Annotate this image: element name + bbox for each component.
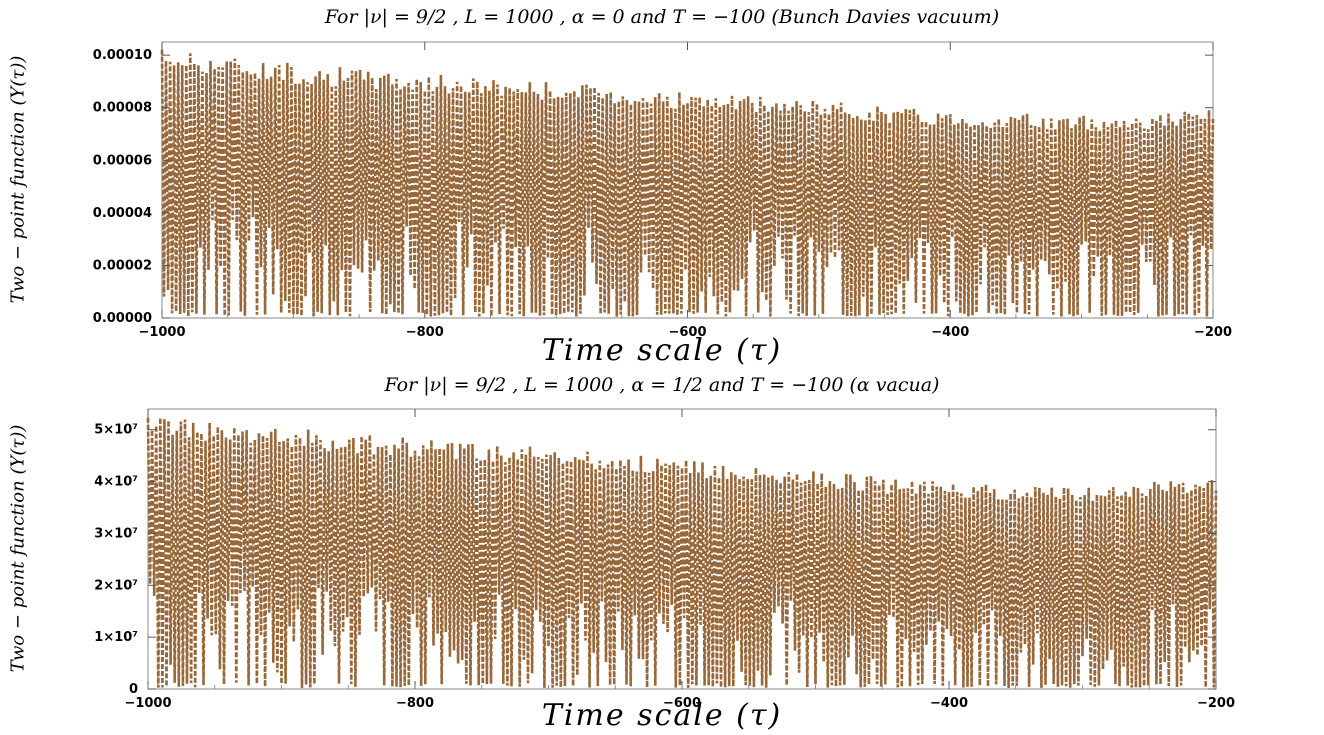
y-tick-label: 5×10⁷ <box>94 423 138 438</box>
top-chart-title: For |ν| = 9/2 , L = 1000 , α = 0 and T =… <box>324 6 1000 28</box>
x-tick-label: −800 <box>396 696 434 711</box>
series-line <box>146 417 1218 689</box>
series-two-point-function <box>160 49 1215 317</box>
top-chart-panel: For |ν| = 9/2 , L = 1000 , α = 0 and T =… <box>7 6 1233 368</box>
y-tick-label: 0 <box>129 682 138 697</box>
x-tick-label: −1000 <box>124 696 171 711</box>
y-tick-label: 2×10⁷ <box>94 578 138 593</box>
y-tick-label: 4×10⁷ <box>94 475 138 490</box>
x-tick-label: −200 <box>1197 696 1235 711</box>
y-tick-label: 0.00004 <box>93 206 152 221</box>
y-tick-label: 0.00006 <box>93 153 152 168</box>
series-two-point-function <box>146 417 1218 689</box>
y-tick-label: 0.00008 <box>93 101 152 116</box>
top-chart-y-axis-label: Two − point function (Y(τ)) <box>7 55 29 304</box>
bottom-chart-title: For |ν| = 9/2 , L = 1000 , α = 1/2 and T… <box>384 374 940 396</box>
top-chart-plot: −1000 −800 −600 −400 −200 0.00000 0.00002 0.000… <box>93 41 1232 340</box>
top-chart-x-axis-label: Time scale (τ) <box>541 333 783 368</box>
bottom-chart-x-axis-label: Time scale (τ) <box>541 698 783 733</box>
x-tick-label: −1000 <box>138 325 185 340</box>
y-tick-label: 0.00002 <box>93 258 152 273</box>
x-tick-label: −600 <box>668 325 706 340</box>
x-tick-label: −800 <box>406 325 444 340</box>
y-tick-label: 3×10⁷ <box>94 526 138 541</box>
y-tick-label: 0.00000 <box>93 311 152 326</box>
bottom-chart-plot: −1000 −800 −600 −400 −200 0 1×10⁷ 2×10⁷ 3×10⁷ 4×1… <box>94 408 1235 711</box>
x-tick-label: −400 <box>931 325 969 340</box>
y-tick-label: 1×10⁷ <box>94 630 138 645</box>
x-tick-label: −200 <box>1194 325 1232 340</box>
x-tick-label: −400 <box>930 696 968 711</box>
bottom-chart-panel: For |ν| = 9/2 , L = 1000 , α = 1/2 and T… <box>0 368 1324 735</box>
y-tick-label: 0.00010 <box>93 48 152 63</box>
bottom-chart-y-axis-label: Two − point function (Y(τ)) <box>7 424 29 673</box>
x-tick-label: −600 <box>663 696 701 711</box>
series-line <box>160 49 1215 317</box>
